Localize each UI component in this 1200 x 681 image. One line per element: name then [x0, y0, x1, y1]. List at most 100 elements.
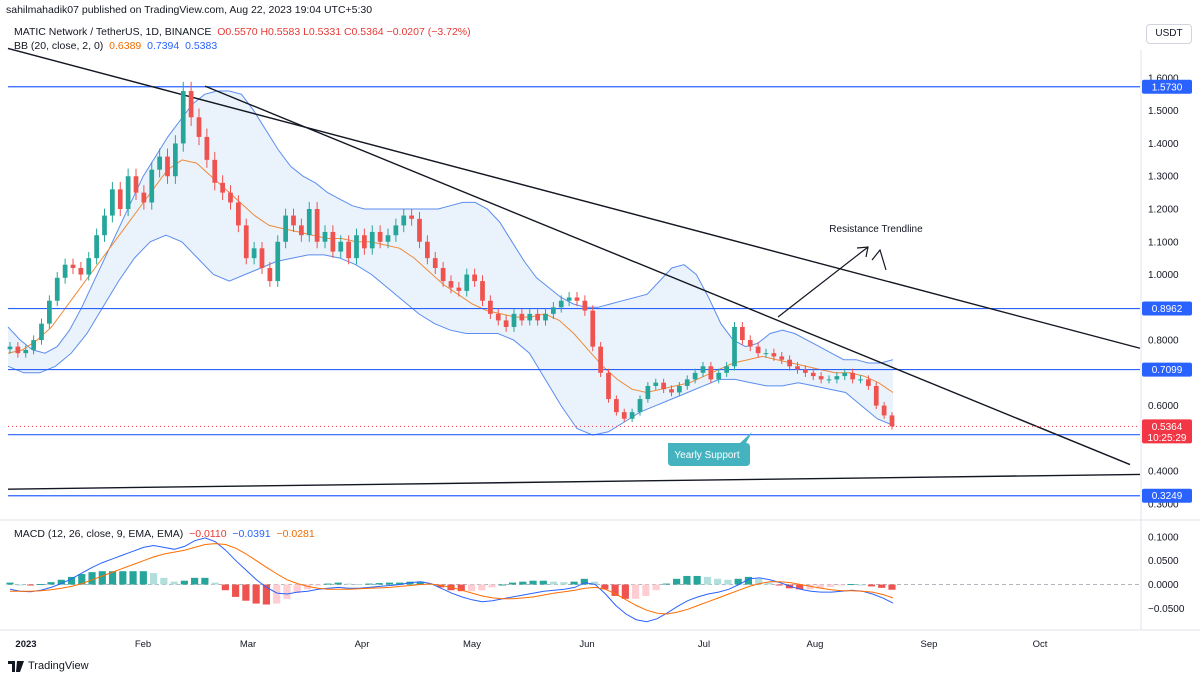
x-tick-label: Jul — [698, 639, 710, 650]
macd-histogram-bar — [221, 584, 229, 591]
trendline — [204, 85, 1131, 466]
candle-body — [480, 281, 485, 301]
candle-body — [377, 231, 383, 242]
bb-upper-line — [7, 90, 894, 364]
macd-histogram-bar — [673, 578, 681, 585]
candle-body — [259, 248, 265, 268]
candle-body — [551, 307, 556, 314]
candle — [299, 218, 304, 242]
candle — [204, 128, 210, 168]
candle-body — [771, 353, 777, 357]
macd-histogram-bar — [6, 582, 14, 585]
candle — [645, 382, 651, 403]
candle-body — [275, 241, 281, 282]
candle — [7, 342, 13, 354]
y-tick-label: 1.3000 — [1148, 172, 1179, 183]
candle-body — [858, 379, 863, 381]
macd-histogram-bar — [180, 580, 188, 585]
candle-body — [291, 215, 296, 226]
candle-body — [826, 379, 832, 381]
candle-body — [440, 267, 446, 282]
trendline — [7, 47, 1141, 349]
macd-y-tick-label: −0.0500 — [1148, 604, 1185, 615]
candle — [180, 81, 186, 152]
candle-body — [62, 264, 68, 278]
candle-body — [157, 156, 162, 170]
candle-body — [763, 353, 769, 355]
macd-histogram-bar — [796, 584, 804, 590]
candle — [732, 322, 737, 371]
y-tick-label: 0.6000 — [1148, 401, 1179, 412]
macd-histogram-bar — [344, 583, 353, 585]
ohlc-values: O0.5570 H0.5583 L0.5331 C0.5364 −0.0207 … — [217, 26, 471, 38]
candle-body — [173, 143, 178, 177]
macd-histogram-bar — [160, 577, 168, 585]
candle — [677, 382, 682, 397]
x-tick-label: Jun — [579, 639, 594, 650]
macd-histogram-bar — [662, 583, 670, 585]
candle-body — [834, 376, 840, 380]
candle — [409, 208, 414, 226]
candle — [795, 362, 800, 374]
candle-body — [432, 258, 438, 268]
candle-body — [653, 382, 659, 386]
macd-histogram-bar — [324, 583, 332, 585]
macd-histogram-bar — [273, 584, 281, 604]
macd-histogram-bar — [632, 584, 640, 599]
candle — [653, 378, 659, 390]
candle — [338, 235, 344, 258]
candle — [94, 228, 99, 265]
macd-histogram-bar — [88, 572, 96, 585]
candle — [196, 108, 202, 146]
candle — [527, 308, 533, 326]
y-tick-label: 0.8000 — [1148, 336, 1179, 347]
candle-body — [188, 91, 194, 118]
resistance-arrow — [777, 246, 869, 318]
candle — [598, 342, 603, 377]
candle — [346, 235, 351, 265]
candle — [787, 355, 792, 371]
macd-histogram-bar — [611, 584, 619, 596]
candle — [86, 251, 92, 281]
macd-histogram-bar — [457, 584, 465, 592]
level-tag-label: 0.7099 — [1152, 365, 1183, 376]
candle-body — [590, 310, 596, 347]
macd-histogram-bar — [560, 582, 568, 585]
current-price-label: 0.5364 — [1152, 422, 1183, 433]
candle-body — [637, 399, 643, 413]
candle — [354, 228, 359, 265]
candle — [440, 261, 446, 287]
candle-body — [78, 267, 84, 275]
currency-button[interactable]: USDT — [1146, 24, 1192, 44]
macd-histogram-bar — [590, 581, 599, 585]
candle — [818, 372, 824, 384]
candle — [306, 201, 312, 242]
macd-histogram-bar — [67, 576, 76, 585]
candle-body — [417, 218, 422, 242]
candle-body — [629, 412, 635, 419]
x-tick-label: May — [463, 639, 481, 650]
candle-body — [236, 202, 241, 226]
candle — [110, 181, 115, 223]
candle — [259, 241, 265, 274]
y-tick-label: 1.2000 — [1148, 205, 1179, 216]
candle-body — [180, 91, 186, 144]
macd-histogram-bar — [57, 579, 65, 585]
candle-body — [196, 117, 202, 137]
candle-body — [362, 235, 367, 249]
candle-body — [117, 189, 123, 209]
tradingview-logo[interactable]: TradingView — [8, 660, 89, 672]
macd-histogram-bar — [703, 576, 711, 585]
macd-histogram-bar — [724, 579, 732, 585]
candle-body — [574, 297, 580, 301]
candle-body — [393, 225, 399, 236]
macd-histogram-bar — [26, 584, 35, 586]
macd-histogram-bar — [365, 583, 373, 585]
macd-histogram-bar — [755, 578, 763, 585]
candle — [866, 375, 871, 390]
macd-histogram-bar — [765, 582, 773, 585]
level-tag-label: 0.3249 — [1152, 491, 1183, 502]
candle-body — [511, 313, 517, 327]
candle — [724, 362, 729, 377]
